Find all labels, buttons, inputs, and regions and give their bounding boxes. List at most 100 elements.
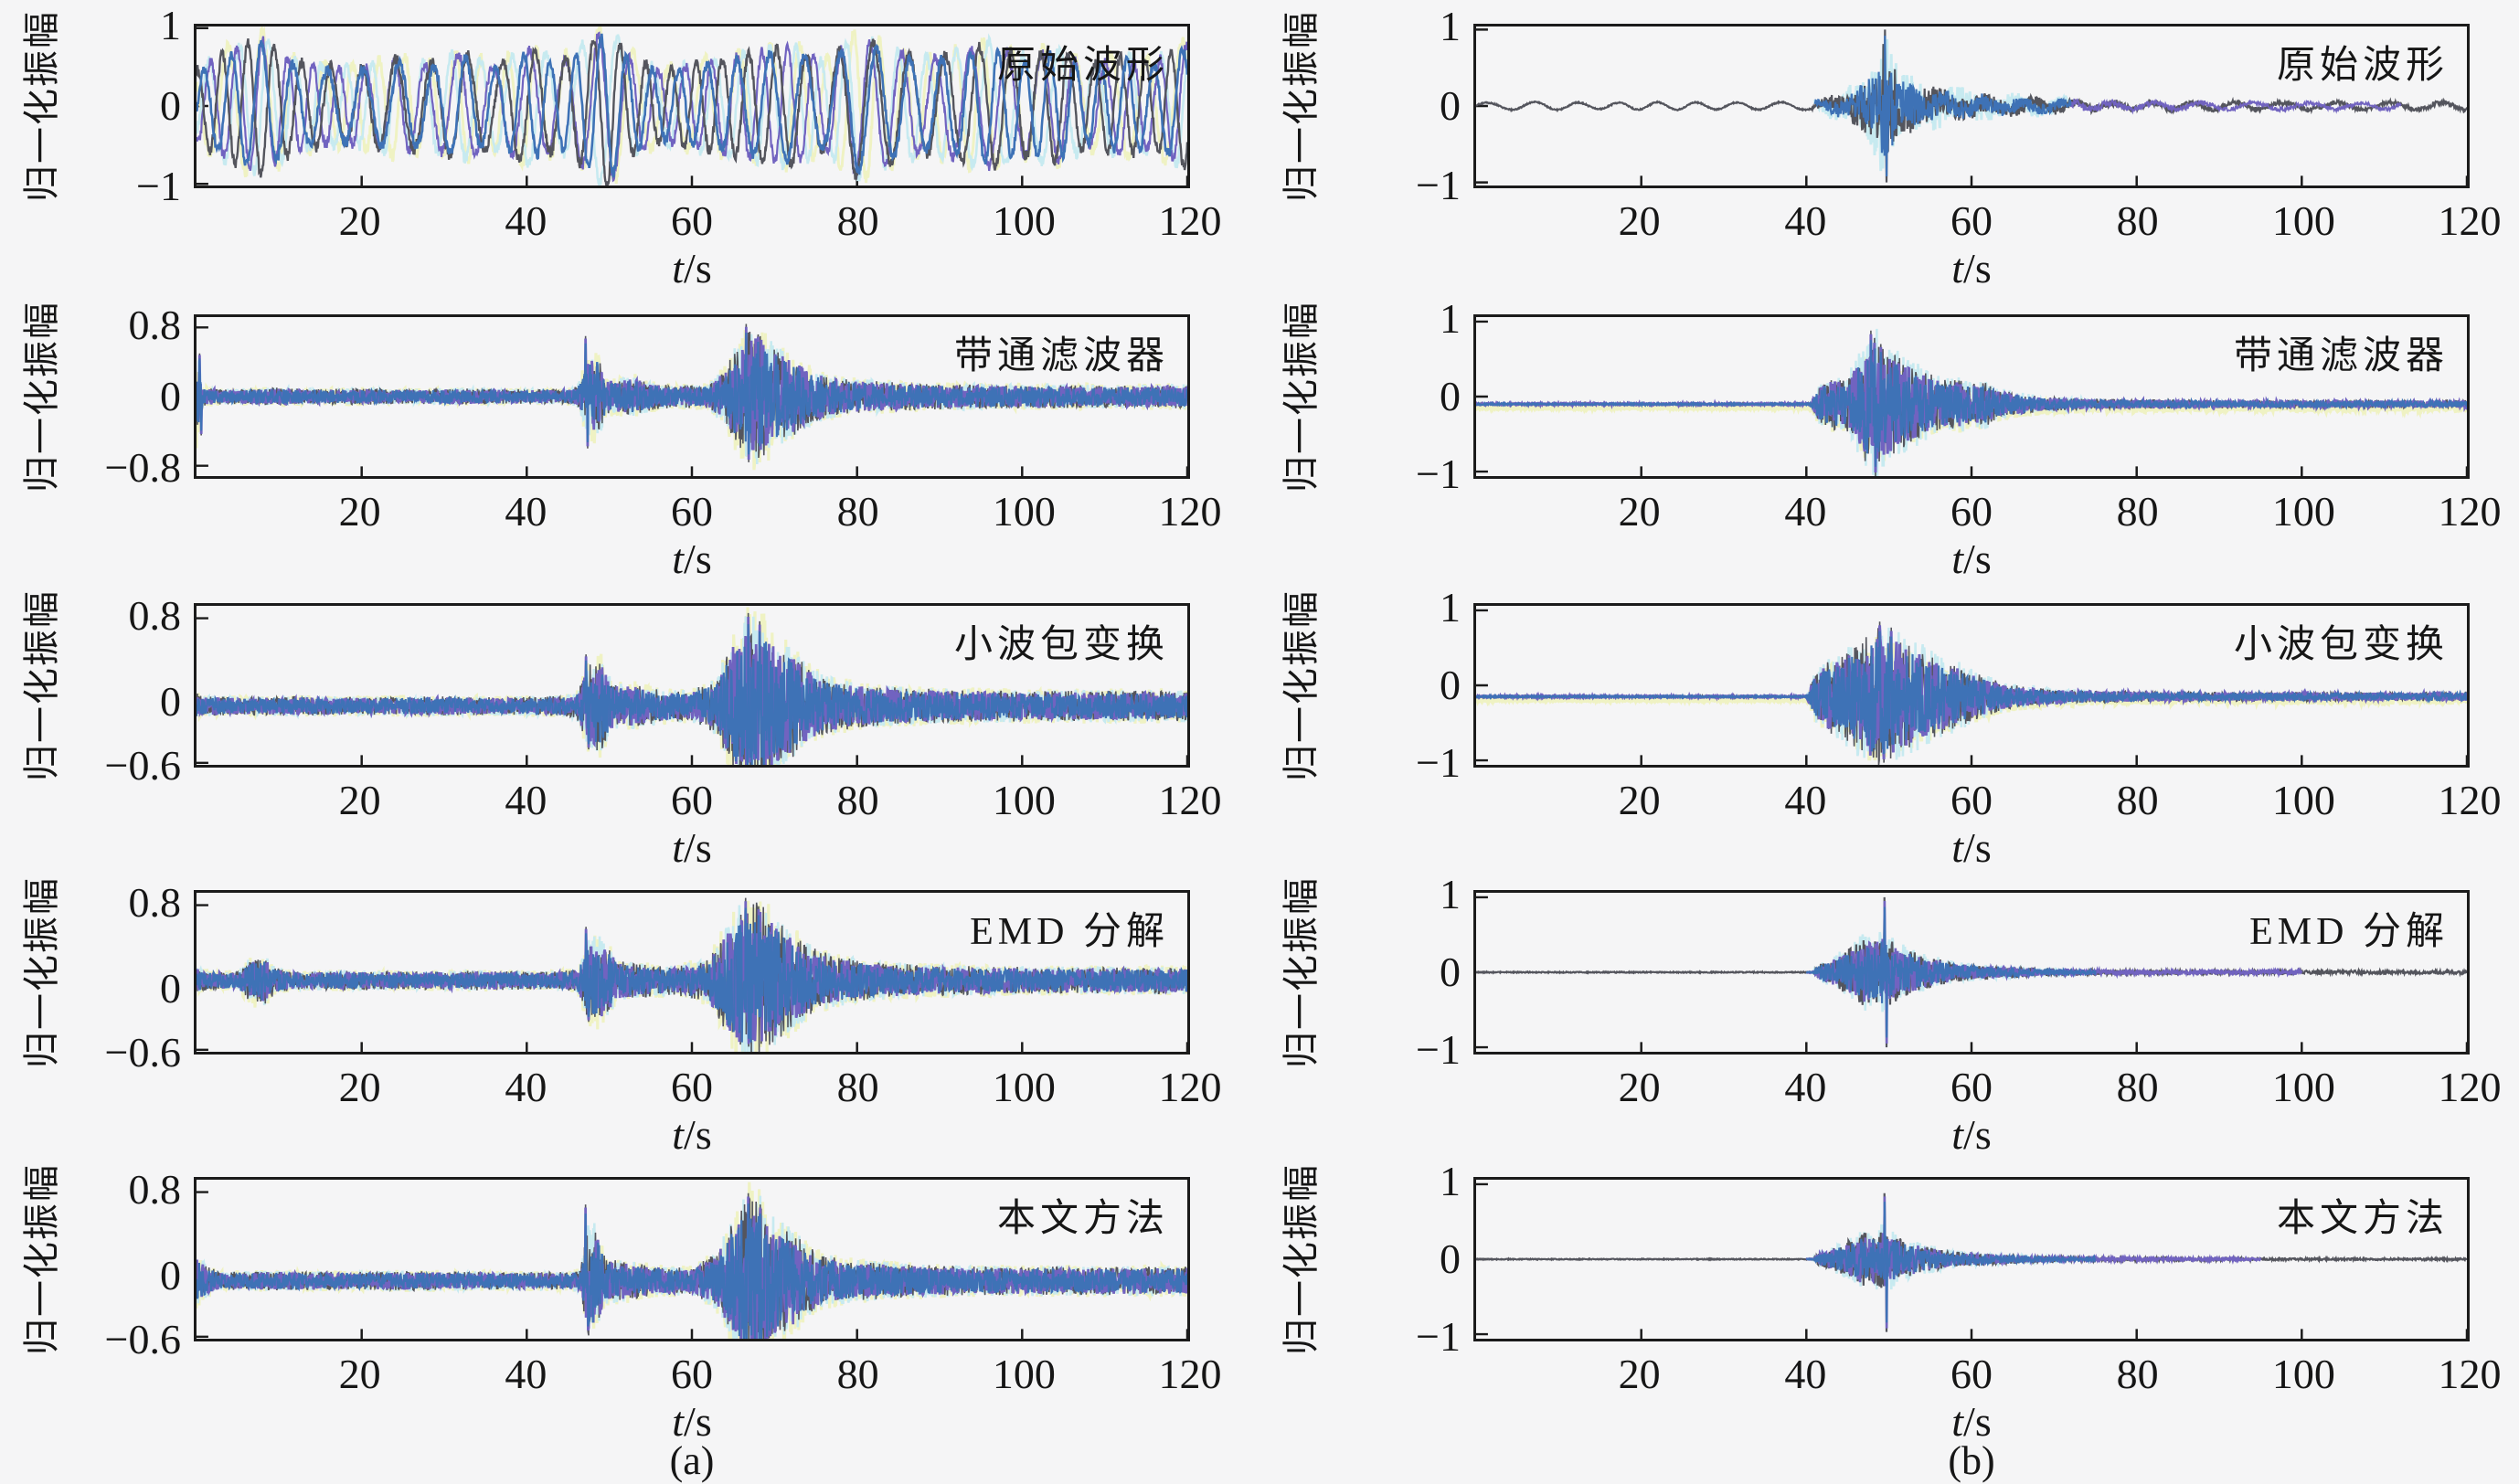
plot-area: 带通滤波器 [194, 314, 1190, 479]
y-tick-label: −1 [136, 163, 181, 210]
waveform-canvas [197, 607, 1187, 765]
trace-label: EMD 分解 [970, 911, 1169, 953]
x-axis-unit: /s [1963, 1111, 1992, 1158]
x-axis-variable: t [672, 1111, 685, 1158]
x-axis-ticks: 20 40 60 80 100 120 [1473, 777, 2502, 828]
x-tick-label: 40 [505, 488, 547, 535]
plot-area: 本文方法 [1473, 1177, 2470, 1341]
x-tick-label: 80 [2116, 1351, 2159, 1397]
subplot-a-proposed-method: 归一化振幅 0.8 0 −0.6 本文方法 20 40 60 80 100 120 t/s (… [0, 1153, 1260, 1484]
y-tick-label: 1 [1440, 1158, 1461, 1205]
y-tick-label: 1 [1440, 295, 1461, 343]
subplot-a-emd-decomposition: 归一化振幅 0.8 0 −0.6 EMD 分解 20 40 60 80 100 120 t/s [0, 866, 1260, 1157]
y-tick-label: 0 [160, 82, 181, 129]
y-tick-label: 0 [1440, 949, 1461, 995]
plot-area: EMD 分解 [194, 890, 1190, 1055]
x-tick-label: 120 [2438, 197, 2502, 244]
waveform-canvas [197, 1182, 1187, 1339]
trace-label: 带通滤波器 [2233, 335, 2449, 377]
x-tick-label: 80 [836, 197, 879, 244]
waveform-trace [197, 333, 1187, 455]
x-tick-label: 60 [671, 488, 713, 535]
y-axis-ticks: 1 0 −1 [1260, 0, 1473, 291]
x-tick-label: 60 [1950, 488, 1993, 535]
subfigure-tag-a: (a) [669, 1438, 715, 1483]
x-axis-unit: /s [684, 824, 712, 871]
subplot-a-bandpass-filter: 归一化振幅 0.8 0 −0.8 带通滤波器 20 40 60 80 100 120 t/s [0, 291, 1260, 581]
x-tick-label: 60 [1950, 1064, 1993, 1110]
x-tick-label: 40 [1784, 777, 1827, 823]
trace-label: 小波包变换 [953, 624, 1169, 666]
trace-label: 本文方法 [2276, 1198, 2449, 1240]
plot-area: 带通滤波器 [1473, 314, 2470, 479]
x-tick-label: 20 [338, 1351, 381, 1397]
x-axis-label: t/s [1917, 537, 2026, 581]
x-tick-label: 20 [338, 488, 381, 535]
x-axis-unit: /s [1963, 535, 1992, 582]
x-tick-label: 80 [836, 1351, 879, 1397]
waveform-canvas [197, 897, 1187, 1052]
y-tick-label: 1 [160, 1, 181, 48]
y-tick-label: −1 [1416, 161, 1461, 208]
y-tick-label: 0 [160, 677, 181, 725]
subplot-b-emd-decomposition: 归一化振幅 1 0 −1 EMD 分解 20 40 60 80 100 120 t/s [1260, 866, 2519, 1157]
x-tick-label: 40 [505, 1351, 547, 1397]
x-tick-label: 80 [836, 488, 879, 535]
x-axis-variable: t [1951, 824, 1964, 871]
x-axis-label: t/s [637, 1113, 747, 1157]
x-tick-label: 100 [992, 1351, 1056, 1397]
x-axis-variable: t [1951, 1398, 1964, 1445]
x-tick-label: 20 [1618, 1064, 1661, 1110]
waveform-trace [1476, 631, 2467, 755]
x-tick-label: 100 [2271, 197, 2335, 244]
y-axis-ticks: 0.8 0 −0.8 [0, 291, 194, 581]
subplot-b-wavelet-packet: 归一化振幅 1 0 −1 小波包变换 20 40 60 80 100 120 t/s [1260, 579, 2519, 870]
subplot-b-bandpass-filter: 归一化振幅 1 0 −1 带通滤波器 20 40 60 80 100 120 t/s [1260, 291, 2519, 581]
x-tick-label: 20 [1618, 777, 1661, 823]
waveform-trace [197, 31, 1187, 183]
y-tick-label: 0 [1440, 373, 1461, 419]
subplot-b-original-waveform: 归一化振幅 1 0 −1 原始波形 20 40 60 80 100 120 t/s [1260, 0, 2519, 291]
x-tick-label: 60 [671, 1351, 713, 1397]
y-tick-label: 0 [160, 964, 181, 1012]
waveform-trace [1476, 609, 2467, 765]
subplot-a-wavelet-packet: 归一化振幅 0.8 0 −0.6 小波包变换 20 40 60 80 100 120 t/s [0, 579, 1260, 870]
x-axis-variable: t [1951, 535, 1964, 582]
x-tick-label: 60 [1950, 1351, 1993, 1397]
y-tick-label: 0.8 [128, 592, 182, 640]
x-tick-label: 40 [1784, 197, 1827, 244]
waveform-trace [197, 624, 1187, 765]
x-tick-label: 100 [2271, 1351, 2335, 1397]
x-axis-unit: /s [1963, 245, 1992, 292]
y-tick-label: −0.8 [104, 444, 181, 492]
trace-label: 原始波形 [2276, 45, 2449, 87]
x-axis-unit: /s [1963, 824, 1992, 871]
y-tick-label: 0 [1440, 1235, 1461, 1282]
x-axis-variable: t [672, 535, 685, 582]
y-tick-label: 1 [1440, 871, 1461, 918]
x-tick-label: 20 [1618, 1351, 1661, 1397]
x-axis-unit: /s [684, 1398, 712, 1445]
x-tick-label: 60 [1950, 777, 1993, 823]
x-axis-label: t/s [1917, 1400, 2026, 1444]
y-tick-label: −1 [1416, 450, 1461, 497]
plot-area: 小波包变换 [194, 603, 1190, 768]
x-tick-label: 120 [1158, 1351, 1222, 1397]
y-tick-label: 1 [1440, 3, 1461, 50]
x-axis-ticks: 20 40 60 80 100 120 [1473, 197, 2502, 249]
x-tick-label: 80 [836, 1064, 879, 1110]
x-tick-label: 20 [338, 197, 381, 244]
plot-area: 本文方法 [194, 1177, 1190, 1341]
y-tick-label: 0 [1440, 82, 1461, 129]
x-axis-ticks: 20 40 60 80 100 120 [1473, 1064, 2502, 1115]
x-tick-label: 120 [2438, 488, 2502, 535]
x-tick-label: 40 [1784, 1064, 1827, 1110]
x-tick-label: 120 [2438, 1064, 2502, 1110]
x-tick-label: 100 [2271, 488, 2335, 535]
x-axis-label: t/s [1917, 247, 2026, 291]
x-tick-label: 80 [2116, 777, 2159, 823]
y-tick-label: 0 [160, 373, 181, 419]
y-tick-label: 0 [1440, 662, 1461, 708]
waveform-canvas [197, 26, 1187, 186]
